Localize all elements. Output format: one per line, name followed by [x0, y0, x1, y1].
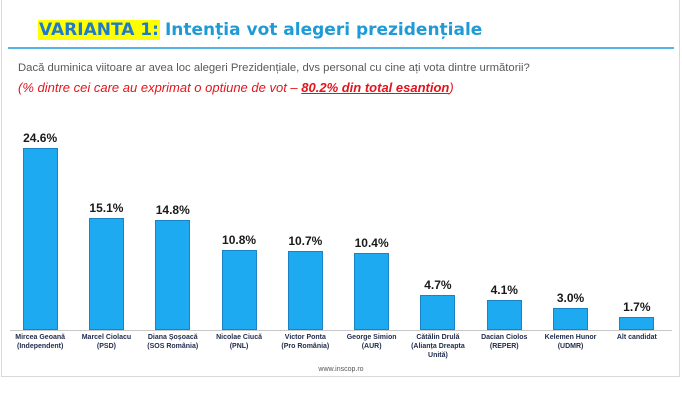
- candidate-name: Mircea Geoană: [15, 334, 66, 341]
- candidate-party: (AUR): [361, 343, 382, 350]
- category-label: Victor Ponta (Pro România): [273, 333, 337, 351]
- title-variant-highlight: VARIANTA 1:: [38, 20, 160, 40]
- candidate-name: Cătălin Drulă: [416, 334, 460, 341]
- footer-url: www.inscop.ro: [318, 366, 364, 373]
- bar: [155, 220, 191, 330]
- bar: [553, 307, 589, 330]
- bar-value-label: 10.7%: [288, 233, 323, 248]
- category-label: Alt candidat: [616, 334, 657, 341]
- bar: [354, 253, 390, 330]
- category-label: Diana Șoșoacă (SOS România): [141, 333, 205, 351]
- sample-note-text: (% dintre cei care au exprimat o optiune…: [18, 80, 302, 95]
- candidate-name: Diana Șoșoacă: [147, 334, 198, 341]
- sample-note-emphasis: 80.2% din total esantion: [301, 80, 450, 95]
- candidate-name: Kelemen Hunor: [544, 334, 597, 341]
- candidate-party: (Pro România): [281, 343, 330, 350]
- candidate-party: (Alianța Dreapta Unită): [411, 343, 465, 359]
- bar: [486, 299, 522, 330]
- candidate-name: Marcel Ciolacu: [81, 334, 132, 341]
- category-label: George Simion (AUR): [340, 333, 404, 351]
- category-label: Kelemen Hunor (UDMR): [539, 333, 603, 351]
- bar: [221, 250, 257, 330]
- bar: [287, 250, 323, 330]
- category-label: Nicolae Ciucă (PNL): [207, 333, 271, 351]
- candidate-name: Dacian Ciolos: [481, 334, 528, 341]
- candidate-party: (Independent): [17, 343, 64, 350]
- candidate-party: (PNL): [229, 343, 249, 350]
- bar-value-label: 4.7%: [424, 278, 452, 293]
- bar: [22, 147, 58, 330]
- sample-note-close: ): [449, 80, 454, 95]
- survey-question: Dacă duminica viitoare ar avea loc alege…: [18, 62, 530, 74]
- candidate-party: (PSD): [96, 343, 116, 350]
- category-label: Cătălin Drulă (Alianța Dreapta Unită): [406, 333, 470, 360]
- bar-value-label: 1.7%: [623, 300, 651, 315]
- candidate-party: (REPER): [489, 343, 519, 350]
- candidate-name: George Simion: [346, 334, 397, 341]
- slide-title: VARIANTA 1: Intenția vot alegeri preziden…: [38, 19, 482, 41]
- bar: [88, 218, 124, 330]
- bar: [619, 317, 655, 330]
- bar-value-label: 3.0%: [556, 290, 585, 305]
- slide-frame: [1, 0, 680, 377]
- bar-value-label: 24.6%: [23, 130, 58, 145]
- bar-value-label: 10.4%: [354, 236, 389, 251]
- bar: [420, 295, 456, 330]
- candidate-name: Nicolae Ciucă: [216, 334, 262, 341]
- sample-note: (% dintre cei care au exprimat o optiune…: [18, 80, 454, 96]
- candidate-party: (UDMR): [557, 343, 584, 350]
- bar-value-label: 4.1%: [490, 282, 518, 297]
- x-axis-line: [10, 330, 672, 331]
- candidate-name: Victor Ponta: [284, 334, 326, 341]
- category-label: Dacian Ciolos (REPER): [472, 333, 536, 351]
- candidate-party: (SOS România): [147, 343, 199, 350]
- bar-value-label: 15.1%: [89, 201, 124, 216]
- title-divider: [8, 47, 674, 49]
- bar-value-label: 14.8%: [155, 203, 190, 218]
- category-label: Mircea Geoană (Independent): [8, 333, 72, 351]
- bar-value-label: 10.8%: [222, 233, 257, 248]
- title-text: Intenția vot alegeri prezidențiale: [164, 20, 483, 40]
- category-label: Marcel Ciolacu (PSD): [74, 333, 138, 351]
